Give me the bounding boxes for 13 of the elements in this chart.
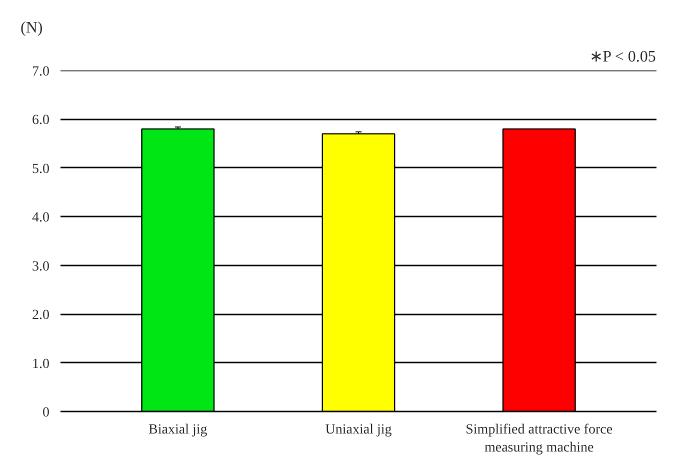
y-tick-label: 1.0 <box>32 356 50 372</box>
y-tick-label: 2.0 <box>32 308 50 324</box>
x-tick-label: Biaxial jig <box>148 422 208 438</box>
y-tick-label: 0 <box>42 406 50 420</box>
text: ∗P < 0.05 <box>590 48 656 66</box>
y-tick-label: 3.0 <box>32 259 50 274</box>
y-tick-label: 4.0 <box>32 210 50 226</box>
y-axis-title: (N) <box>20 20 43 36</box>
y-tick-label: 6.0 <box>32 113 50 128</box>
y-tick-label: 7.0 <box>32 64 50 80</box>
y-tick-label: 5.0 <box>32 162 50 177</box>
x-tick-label: Simplified attractive force measuring machine <box>466 422 613 456</box>
x-tick-label: Uniaxial jig <box>325 422 392 438</box>
